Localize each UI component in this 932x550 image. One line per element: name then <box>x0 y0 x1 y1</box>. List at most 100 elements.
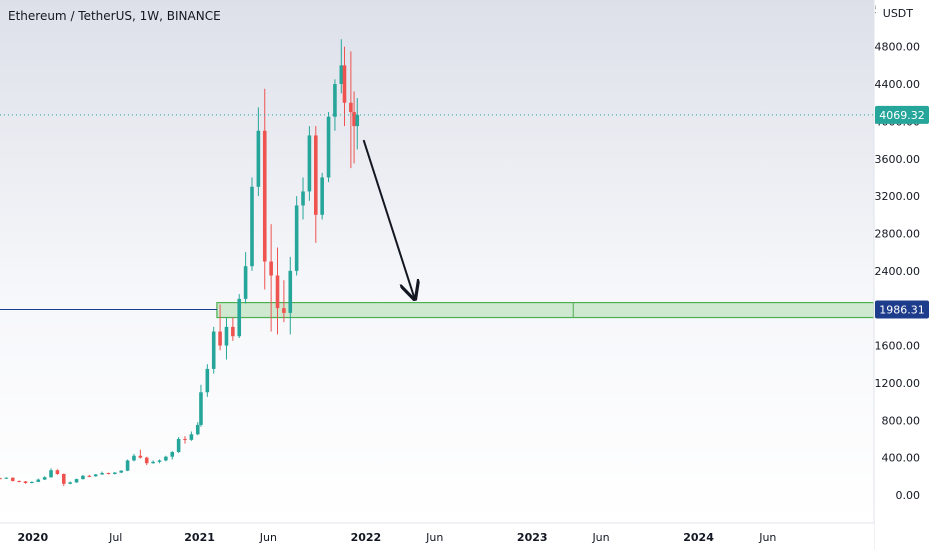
candle-body <box>10 477 15 481</box>
candle[interactable] <box>269 224 273 332</box>
candle[interactable] <box>61 473 66 487</box>
candle-body <box>68 482 72 484</box>
current-price-tag-text: 4069.32 <box>879 109 925 122</box>
candle-body <box>49 470 53 478</box>
candle[interactable] <box>132 453 136 462</box>
candle[interactable] <box>333 79 337 131</box>
candle-body <box>61 473 66 484</box>
candle[interactable] <box>275 247 280 335</box>
time-axis[interactable] <box>0 523 874 550</box>
candle[interactable] <box>36 478 41 483</box>
candle[interactable] <box>205 364 210 397</box>
candle[interactable] <box>164 455 168 462</box>
candle[interactable] <box>339 39 344 94</box>
candle[interactable] <box>349 51 353 169</box>
support-price-tag-text: 1986.31 <box>879 303 925 316</box>
y-tick-label: 1600.00 <box>875 340 921 353</box>
candle-body <box>113 472 117 474</box>
candle-body <box>243 266 248 299</box>
candle-body <box>224 326 229 346</box>
candle[interactable] <box>68 481 72 485</box>
candle[interactable] <box>93 473 98 477</box>
candle[interactable] <box>195 422 200 436</box>
candle[interactable] <box>113 472 117 475</box>
candle[interactable] <box>237 294 242 339</box>
candle[interactable] <box>288 256 293 335</box>
candle-body <box>342 65 347 103</box>
support-price-tag[interactable]: 1986.31 <box>875 300 929 319</box>
candle[interactable] <box>42 476 47 481</box>
candle[interactable] <box>307 126 312 201</box>
candle-body <box>100 473 104 475</box>
candle[interactable] <box>282 280 286 323</box>
current-price-tag[interactable]: 4069.32 <box>875 105 929 124</box>
candle[interactable] <box>138 449 143 459</box>
candle[interactable] <box>4 477 9 479</box>
candle-body <box>189 434 194 440</box>
candle[interactable] <box>157 459 162 464</box>
candle[interactable] <box>224 317 229 360</box>
candle-body <box>176 438 181 453</box>
candle[interactable] <box>189 431 194 441</box>
candle-body <box>74 479 79 483</box>
candle[interactable] <box>352 91 356 164</box>
candle-body <box>0 478 2 480</box>
candle[interactable] <box>342 46 347 127</box>
y-tick-label: 3600.00 <box>875 153 921 166</box>
candle[interactable] <box>183 436 187 444</box>
candle[interactable] <box>355 98 360 150</box>
candle[interactable] <box>313 126 318 243</box>
candle[interactable] <box>0 477 2 480</box>
candle-body <box>93 474 98 477</box>
candle[interactable] <box>151 460 155 464</box>
candle[interactable] <box>23 480 28 484</box>
candle-body <box>288 270 293 313</box>
candle-body <box>30 481 34 484</box>
candle[interactable] <box>176 437 181 453</box>
candle[interactable] <box>17 480 21 483</box>
candle[interactable] <box>250 177 254 271</box>
candle[interactable] <box>243 252 248 304</box>
candle[interactable] <box>294 196 299 276</box>
x-tick-label: Jul <box>108 531 122 544</box>
candle[interactable] <box>170 451 175 460</box>
candle-body <box>339 65 344 85</box>
candle[interactable] <box>119 470 124 474</box>
candle-body <box>231 326 235 337</box>
candle[interactable] <box>10 477 15 482</box>
candle-body <box>119 470 124 473</box>
candle[interactable] <box>218 304 222 351</box>
candle-body <box>211 331 216 369</box>
candle[interactable] <box>199 384 203 427</box>
price-axis[interactable] <box>874 0 932 550</box>
candle[interactable] <box>106 472 111 475</box>
candle-body <box>132 455 136 461</box>
candle[interactable] <box>87 474 92 478</box>
chart-title: Ethereum / TetherUS, 1W, BINANCE <box>8 9 221 23</box>
candle-body <box>4 477 9 479</box>
y-tick-label: 0.00 <box>896 489 921 502</box>
candle[interactable] <box>262 88 267 290</box>
candle[interactable] <box>100 471 104 475</box>
candle[interactable] <box>211 326 216 374</box>
forecast-arrow[interactable] <box>362 139 415 299</box>
support-price-tag-bg <box>875 300 929 319</box>
candle[interactable] <box>81 474 85 480</box>
support-zone[interactable] <box>216 301 875 319</box>
candle[interactable] <box>326 112 331 183</box>
candle[interactable] <box>30 481 34 484</box>
candle[interactable] <box>55 469 60 475</box>
candle-body <box>218 331 222 346</box>
candle[interactable] <box>125 459 130 472</box>
candle[interactable] <box>256 107 261 197</box>
candle[interactable] <box>320 172 324 220</box>
candle[interactable] <box>144 456 149 466</box>
candle[interactable] <box>74 478 79 483</box>
candle[interactable] <box>49 468 53 478</box>
y-tick-label: 2800.00 <box>875 227 921 240</box>
candle[interactable] <box>231 317 235 341</box>
candle[interactable] <box>301 177 305 220</box>
candle-body <box>275 275 280 309</box>
candle-body <box>349 102 353 113</box>
